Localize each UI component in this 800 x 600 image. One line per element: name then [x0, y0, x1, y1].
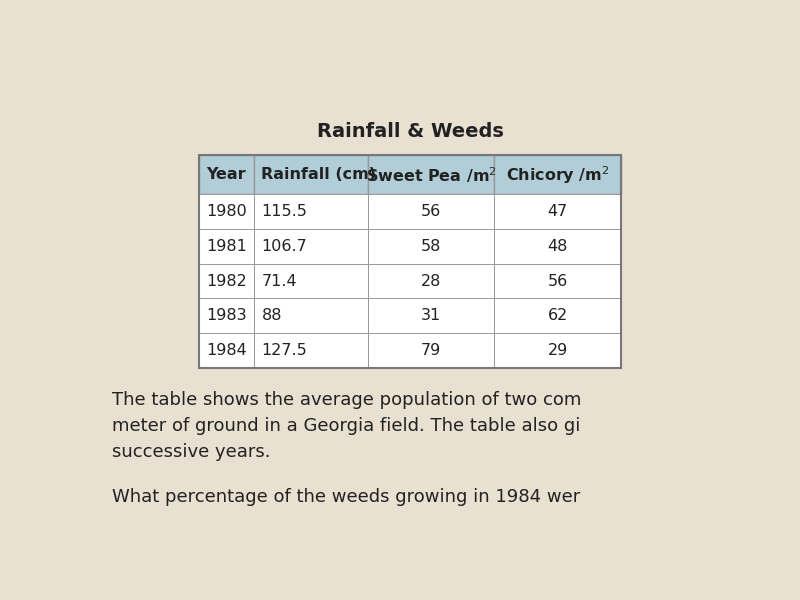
- Bar: [254, 194, 368, 229]
- Bar: [199, 333, 254, 368]
- Bar: [254, 298, 368, 333]
- Text: 56: 56: [421, 204, 442, 219]
- Bar: [368, 298, 494, 333]
- Text: Sweet Pea /m$^2$: Sweet Pea /m$^2$: [366, 165, 497, 185]
- Text: 1980: 1980: [206, 204, 247, 219]
- Bar: [494, 194, 621, 229]
- Text: 106.7: 106.7: [262, 239, 307, 254]
- Text: 62: 62: [547, 308, 568, 323]
- Text: 79: 79: [421, 343, 442, 358]
- Text: 71.4: 71.4: [262, 274, 297, 289]
- Text: Chicory /m$^2$: Chicory /m$^2$: [506, 164, 610, 185]
- Bar: [199, 155, 254, 194]
- Bar: [494, 264, 621, 298]
- Text: 48: 48: [547, 239, 568, 254]
- Bar: [368, 194, 494, 229]
- Text: 56: 56: [547, 274, 568, 289]
- Text: 115.5: 115.5: [262, 204, 307, 219]
- Bar: [199, 229, 254, 264]
- Text: 88: 88: [262, 308, 282, 323]
- Bar: [254, 333, 368, 368]
- Bar: [494, 333, 621, 368]
- Text: Rainfall (cm): Rainfall (cm): [262, 167, 377, 182]
- Bar: [494, 229, 621, 264]
- Text: 31: 31: [421, 308, 442, 323]
- Text: successive years.: successive years.: [112, 443, 271, 461]
- Text: 1983: 1983: [206, 308, 247, 323]
- Text: 58: 58: [421, 239, 442, 254]
- Text: 1984: 1984: [206, 343, 247, 358]
- Bar: [199, 155, 621, 368]
- Bar: [254, 264, 368, 298]
- Text: 29: 29: [547, 343, 568, 358]
- Text: The table shows the average population of two com: The table shows the average population o…: [112, 391, 582, 409]
- Bar: [494, 155, 621, 194]
- Text: 47: 47: [547, 204, 568, 219]
- Bar: [494, 298, 621, 333]
- Bar: [368, 264, 494, 298]
- Text: meter of ground in a Georgia field. The table also gi: meter of ground in a Georgia field. The …: [112, 417, 581, 435]
- Bar: [254, 229, 368, 264]
- Text: 127.5: 127.5: [262, 343, 307, 358]
- Bar: [199, 194, 254, 229]
- Bar: [368, 155, 494, 194]
- Bar: [199, 298, 254, 333]
- Text: 1982: 1982: [206, 274, 247, 289]
- Text: 1981: 1981: [206, 239, 247, 254]
- Bar: [199, 264, 254, 298]
- Bar: [254, 155, 368, 194]
- Text: 28: 28: [421, 274, 442, 289]
- Text: Rainfall & Weeds: Rainfall & Weeds: [317, 122, 503, 141]
- Bar: [368, 333, 494, 368]
- Text: What percentage of the weeds growing in 1984 wer: What percentage of the weeds growing in …: [112, 488, 581, 506]
- Bar: [368, 229, 494, 264]
- Text: Year: Year: [206, 167, 246, 182]
